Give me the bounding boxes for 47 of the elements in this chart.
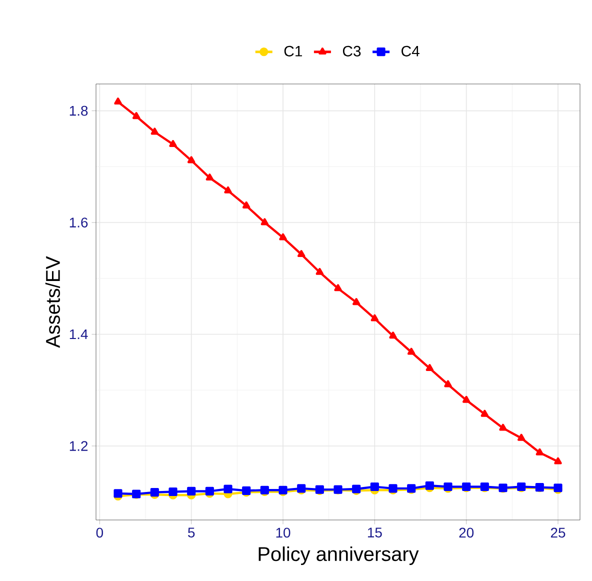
point — [554, 457, 562, 464]
point — [425, 481, 434, 490]
point — [168, 487, 178, 496]
x-axis-title: Policy anniversary — [258, 546, 419, 566]
point — [426, 364, 434, 372]
point — [206, 174, 214, 181]
x-tick-label: 5 — [188, 528, 195, 538]
point — [444, 380, 452, 388]
point — [205, 486, 214, 496]
point — [114, 98, 122, 105]
point — [150, 128, 159, 135]
point — [389, 332, 397, 339]
y-tick-label: 1.2 — [70, 441, 88, 451]
point — [536, 448, 544, 456]
point — [279, 233, 287, 240]
point — [499, 424, 507, 431]
point — [462, 396, 470, 403]
point — [260, 218, 269, 226]
point — [224, 484, 232, 494]
point — [407, 348, 416, 355]
point — [224, 186, 232, 194]
point — [169, 140, 177, 147]
legend-label: C3 — [342, 46, 361, 56]
y-axis-title: Assets/EV — [45, 256, 60, 348]
x-tick-label: 20 — [459, 528, 474, 538]
point — [114, 489, 122, 498]
x-tick-label: 10 — [276, 528, 290, 538]
point — [297, 250, 306, 258]
point — [334, 284, 342, 292]
point — [187, 156, 196, 164]
point — [132, 112, 140, 120]
x-tick-label: 0 — [96, 528, 104, 538]
legend-label: C4 — [402, 46, 420, 56]
x-tick-label: 15 — [368, 528, 382, 538]
point — [187, 486, 196, 496]
y-tick-label: 1.4 — [70, 329, 88, 340]
point — [480, 410, 489, 417]
y-tick-label: 1.8 — [70, 106, 88, 116]
point — [370, 314, 379, 322]
legend-label: C1 — [284, 46, 302, 56]
point — [370, 482, 379, 492]
point — [517, 434, 526, 441]
y-tick-label: 1.6 — [70, 218, 88, 228]
point — [316, 268, 324, 275]
x-tick-label: 25 — [550, 528, 566, 538]
point — [352, 298, 360, 306]
point — [242, 201, 250, 208]
